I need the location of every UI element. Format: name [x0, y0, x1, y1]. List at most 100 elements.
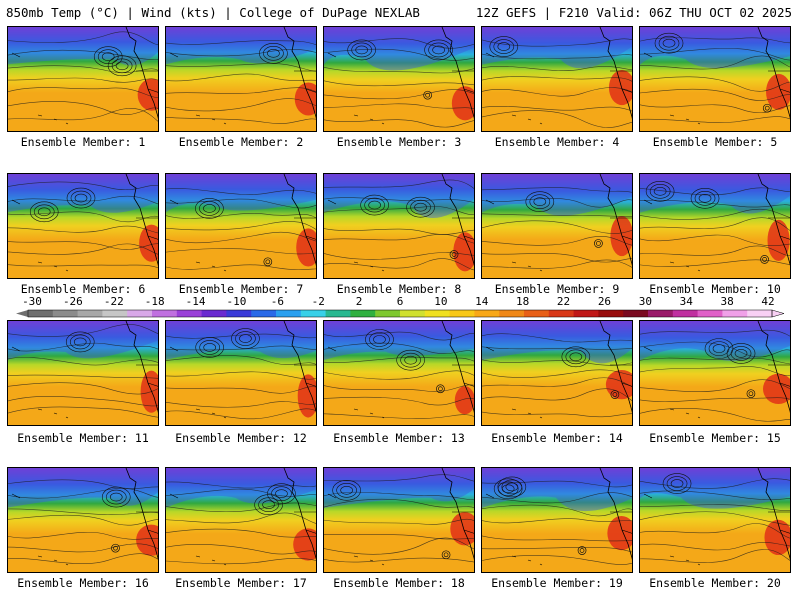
low-pressure-contour: [662, 38, 676, 48]
height-contour: [640, 523, 790, 539]
temperature-shading: [482, 321, 632, 425]
colorbar-right-arrow: [771, 309, 785, 318]
low-pressure-contour: [258, 497, 279, 513]
colorbar-segment: [623, 310, 649, 317]
height-contour: [8, 31, 158, 45]
low-pressure-contour: [529, 194, 551, 209]
colorbar-segment: [226, 310, 252, 317]
low-pressure-contour: [569, 352, 583, 362]
coastline: [441, 468, 474, 561]
height-contour: [166, 73, 316, 82]
height-contour: [324, 384, 474, 392]
low-pressure-contour: [263, 46, 284, 61]
low-pressure-contour: [662, 473, 692, 494]
height-contour: [640, 478, 790, 489]
height-contour: [640, 199, 790, 208]
height-contour: [166, 481, 316, 489]
height-contour: [166, 558, 316, 565]
low-pressure-contour: [203, 204, 216, 213]
height-contour: [324, 228, 474, 235]
member-map-panel: [165, 467, 317, 573]
low-pressure-contour: [704, 338, 734, 359]
tropical-cyclone-marker: [762, 257, 767, 262]
member-label: Ensemble Member: 17: [175, 576, 307, 590]
islands-outline: [327, 493, 385, 566]
warm-anomaly: [297, 374, 316, 418]
political-border: [610, 70, 632, 93]
low-pressure-contour: [708, 341, 730, 356]
tropical-cyclone-marker: [111, 543, 120, 553]
member-label: Ensemble Member: 1: [20, 135, 146, 149]
cold-air-mass: [640, 174, 790, 214]
warm-anomaly: [451, 86, 474, 121]
low-pressure-contour: [670, 479, 684, 488]
low-pressure-contour: [404, 355, 417, 365]
height-contour: [8, 87, 158, 98]
political-border: [136, 217, 158, 240]
colorbar-segment: [648, 310, 674, 317]
low-pressure-contour: [235, 331, 256, 346]
height-contour: [324, 179, 474, 189]
low-pressure-contour: [195, 198, 224, 219]
low-pressure-contour: [698, 194, 712, 203]
height-contour: [166, 198, 316, 209]
height-contour: [166, 49, 316, 57]
political-border: [610, 364, 632, 387]
height-contour: [482, 53, 632, 60]
coastline: [599, 174, 632, 267]
low-pressure-contour: [101, 486, 131, 508]
low-pressure-contour: [351, 42, 372, 58]
tropical-cyclone-marker: [436, 384, 445, 394]
temperature-field-map: [8, 27, 158, 131]
height-contour: [482, 411, 632, 418]
height-contour: [166, 221, 316, 231]
tropical-cyclone-marker: [113, 545, 118, 551]
height-contour: [8, 342, 158, 352]
height-contour: [640, 329, 790, 337]
colorbar-tick-label: 34: [679, 295, 693, 308]
height-contour: [324, 370, 474, 380]
cold-air-mass: [8, 468, 158, 508]
colorbar-tick-label: -18: [144, 295, 165, 308]
coastline: [125, 27, 158, 120]
low-pressure-contour: [501, 484, 515, 494]
height-contour: [166, 488, 316, 497]
height-contour: [482, 106, 632, 112]
temperature-field-map: [640, 321, 790, 425]
tropical-cyclone-marker: [760, 255, 769, 264]
temperature-field-map: [640, 468, 790, 572]
height-contour: [166, 117, 316, 124]
colorbar-segment: [573, 310, 599, 317]
colorbar-segment: [350, 310, 376, 317]
islands-outline: [11, 346, 69, 419]
height-contour: [482, 66, 632, 72]
coastline: [599, 27, 632, 120]
islands-outline: [169, 346, 227, 419]
member-label: Ensemble Member: 13: [333, 431, 465, 445]
low-pressure-contour: [432, 45, 445, 55]
low-pressure-contour: [360, 194, 389, 216]
colorbar-segment: [102, 310, 128, 317]
coastline: [441, 321, 474, 414]
colorbar-tick-label: -2: [311, 295, 325, 308]
height-contour: [640, 504, 790, 511]
cold-air-mass: [8, 174, 158, 213]
temperature-field-map: [8, 468, 158, 572]
cold-air-mass: [324, 468, 474, 508]
warm-anomaly: [766, 73, 790, 110]
height-contour: [8, 107, 158, 122]
islands-outline: [485, 52, 543, 125]
colorbar-graphic: [16, 309, 785, 318]
low-pressure-contour: [69, 334, 91, 350]
height-contour: [640, 37, 790, 44]
coastline: [283, 468, 316, 561]
warm-anomaly: [607, 515, 632, 551]
political-border: [294, 364, 316, 387]
member-label: Ensemble Member: 8: [336, 282, 462, 296]
low-pressure-contour: [74, 193, 88, 203]
coastline: [599, 468, 632, 561]
colorbar-segment: [276, 310, 302, 317]
height-contour: [640, 379, 790, 392]
height-contour: [324, 197, 474, 203]
colorbar-segment: [747, 310, 773, 317]
